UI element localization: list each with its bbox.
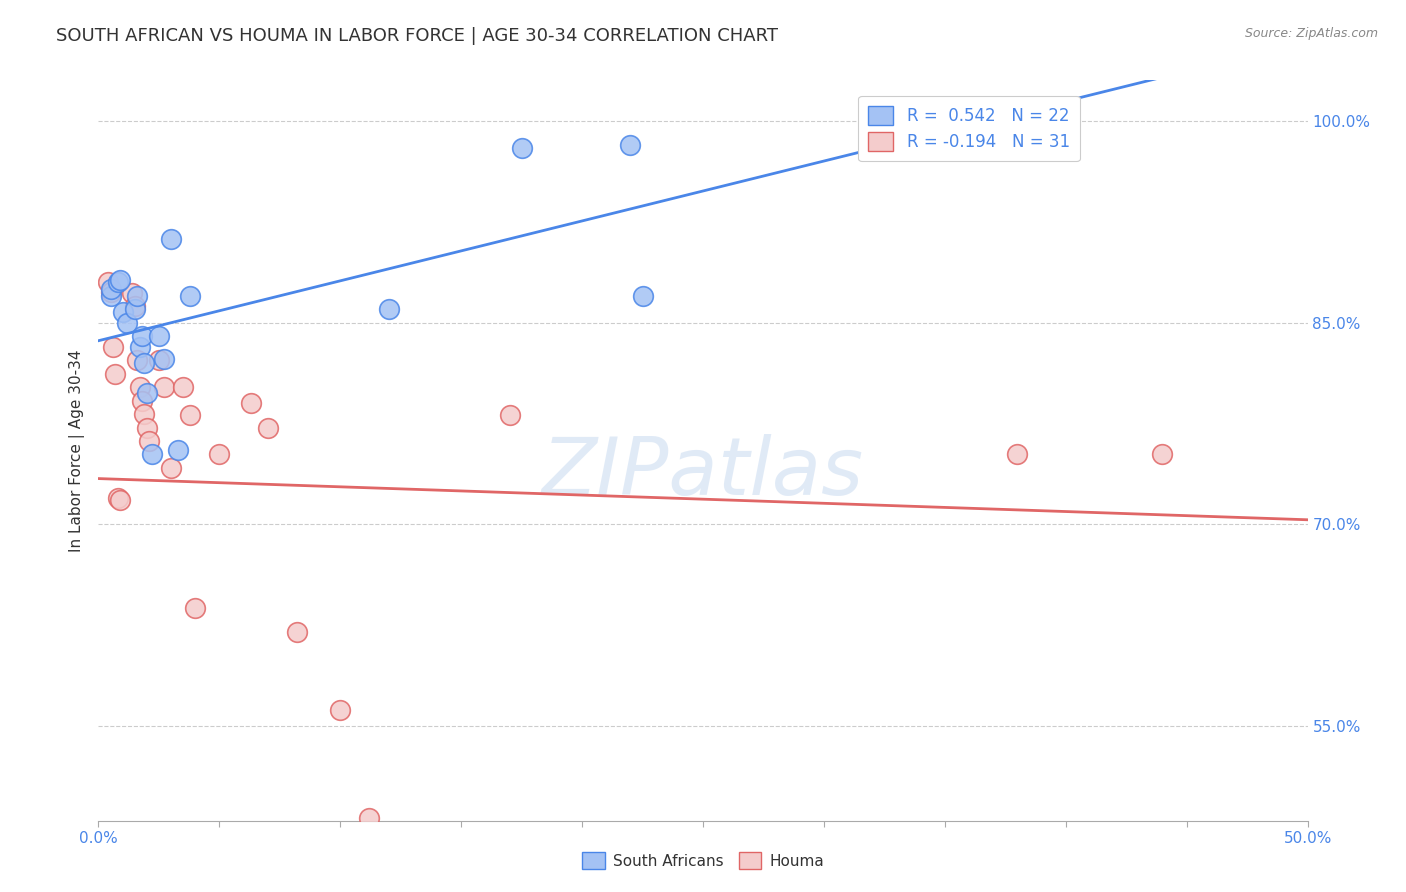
Point: [160, 232, 183, 246]
Point: [128, 340, 150, 354]
Point: [111, 305, 134, 319]
Point: [107, 491, 129, 505]
Point: [100, 285, 122, 299]
Point: [184, 601, 207, 615]
Point: [97, 275, 120, 289]
Point: [108, 272, 131, 286]
Point: [498, 409, 520, 423]
Point: [208, 448, 231, 462]
Point: [134, 407, 156, 421]
Point: [256, 420, 278, 434]
Point: [134, 356, 156, 370]
Point: [100, 282, 122, 296]
Point: [104, 367, 127, 381]
Text: ZIPatlas: ZIPatlas: [541, 434, 865, 512]
Point: [329, 703, 352, 717]
Point: [127, 288, 149, 302]
Point: [107, 275, 129, 289]
Point: [100, 288, 122, 302]
Point: [152, 380, 174, 394]
Point: [179, 409, 201, 423]
Point: [148, 353, 170, 368]
Point: [377, 302, 399, 317]
Point: [285, 625, 308, 640]
Point: [135, 385, 157, 400]
Point: [619, 137, 641, 152]
Point: [160, 461, 183, 475]
Point: [131, 393, 153, 408]
Point: [111, 827, 134, 841]
Point: [124, 300, 146, 314]
Point: [359, 811, 381, 825]
Point: [101, 340, 124, 354]
Point: [510, 140, 533, 154]
Point: [108, 493, 131, 508]
Text: Source: ZipAtlas.com: Source: ZipAtlas.com: [1244, 27, 1378, 40]
Point: [135, 420, 157, 434]
Point: [631, 288, 654, 302]
Point: [148, 329, 170, 343]
Point: [167, 443, 190, 458]
Point: [131, 329, 153, 343]
Point: [152, 351, 174, 366]
Y-axis label: In Labor Force | Age 30-34: In Labor Force | Age 30-34: [69, 349, 84, 552]
Point: [141, 448, 163, 462]
Point: [179, 288, 201, 302]
Point: [239, 396, 262, 410]
Point: [121, 285, 143, 300]
Point: [124, 302, 146, 317]
Point: [117, 316, 139, 330]
Point: [172, 380, 194, 394]
Legend: R =  0.542   N = 22, R = -0.194   N = 31: R = 0.542 N = 22, R = -0.194 N = 31: [858, 96, 1080, 161]
Point: [1152, 448, 1174, 462]
Point: [127, 353, 149, 368]
Point: [1007, 448, 1029, 462]
Text: SOUTH AFRICAN VS HOUMA IN LABOR FORCE | AGE 30-34 CORRELATION CHART: SOUTH AFRICAN VS HOUMA IN LABOR FORCE | …: [56, 27, 779, 45]
Point: [138, 434, 160, 448]
Point: [128, 380, 150, 394]
Legend: South Africans, Houma: South Africans, Houma: [576, 846, 830, 875]
